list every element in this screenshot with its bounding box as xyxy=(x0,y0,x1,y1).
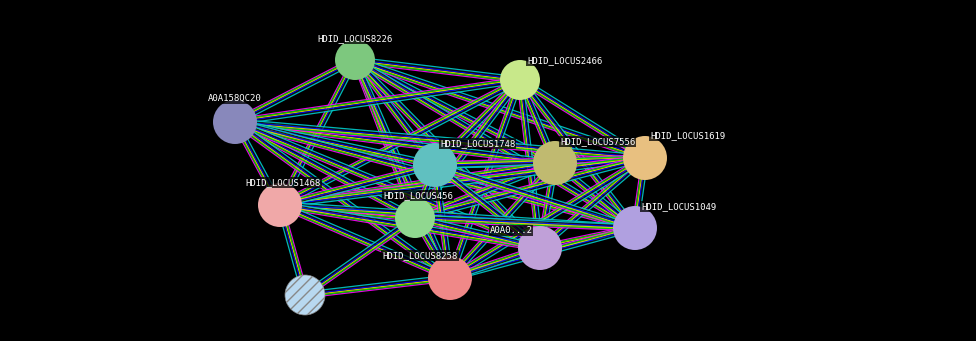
Text: HDID_LOCUS1468: HDID_LOCUS1468 xyxy=(245,178,321,187)
Circle shape xyxy=(613,206,657,250)
Circle shape xyxy=(500,60,540,100)
Text: A0A158QC20: A0A158QC20 xyxy=(208,94,262,103)
Circle shape xyxy=(518,226,562,270)
Circle shape xyxy=(213,100,257,144)
Circle shape xyxy=(623,136,667,180)
Circle shape xyxy=(395,198,435,238)
Text: HDID_LOCUS456: HDID_LOCUS456 xyxy=(383,191,453,200)
Circle shape xyxy=(258,183,302,227)
Text: HDID_LOCUS1748: HDID_LOCUS1748 xyxy=(440,139,515,148)
Text: HDID_LOCUS8226: HDID_LOCUS8226 xyxy=(317,34,392,43)
Circle shape xyxy=(533,141,577,185)
Circle shape xyxy=(285,275,325,315)
Text: HDID_LOCUS1619: HDID_LOCUS1619 xyxy=(650,131,725,140)
Circle shape xyxy=(335,40,375,80)
Text: HDID_LOCUS2466: HDID_LOCUS2466 xyxy=(527,56,602,65)
Circle shape xyxy=(428,256,472,300)
Circle shape xyxy=(413,143,457,187)
Text: HDID_LOCUS8258: HDID_LOCUS8258 xyxy=(383,251,458,260)
Text: A0A0...2: A0A0...2 xyxy=(490,226,533,235)
Text: HDID_LOCUS7556: HDID_LOCUS7556 xyxy=(560,137,635,146)
Text: HDID_LOCUS1049: HDID_LOCUS1049 xyxy=(641,202,716,211)
